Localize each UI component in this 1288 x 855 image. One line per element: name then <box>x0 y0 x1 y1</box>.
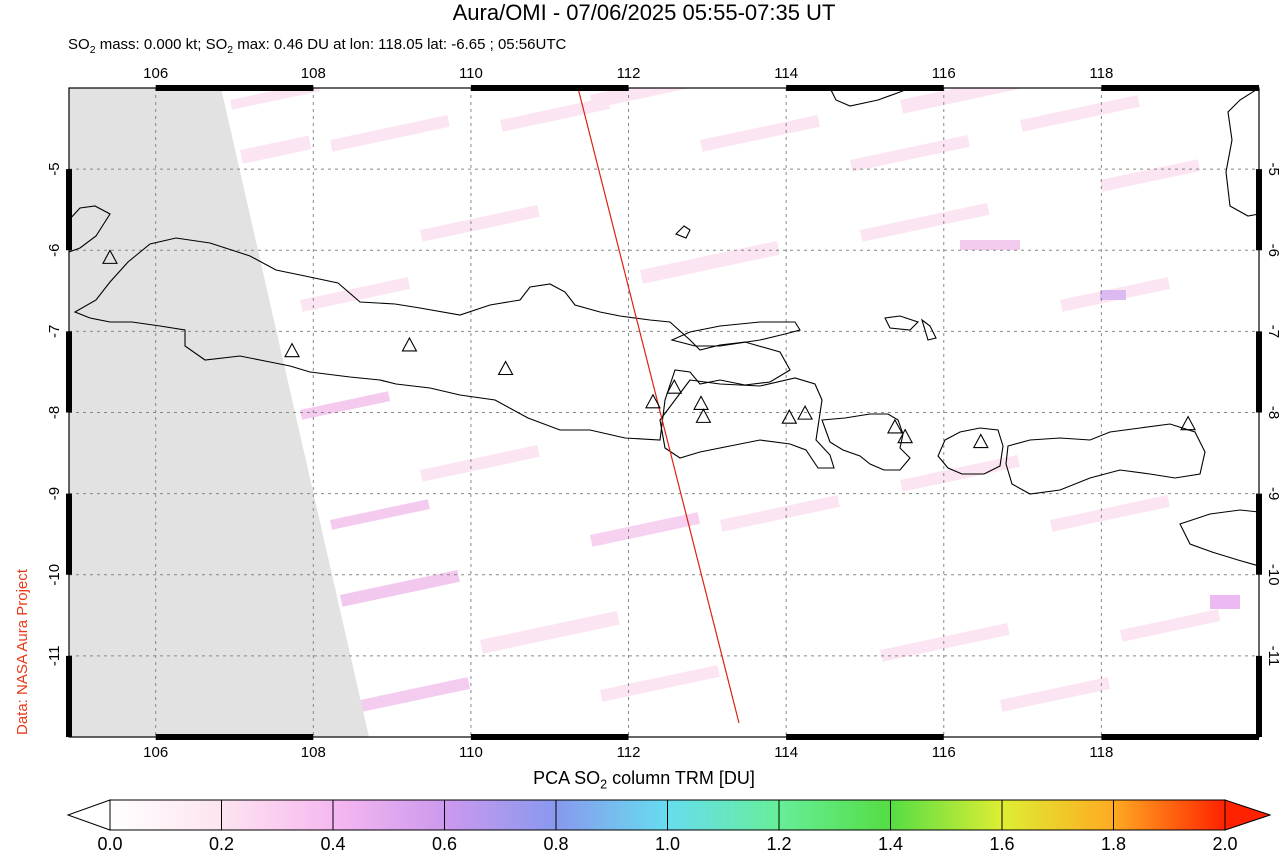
lat-tick-label-right: -6 <box>1265 244 1282 257</box>
frame-ladder-top <box>786 85 944 91</box>
lon-tick-label-top: 114 <box>774 65 798 82</box>
triangle-icon <box>972 433 989 449</box>
lat-tick-label-left: -7 <box>46 325 63 338</box>
sumbawa-coastline <box>1005 423 1206 495</box>
bali-west-coastline <box>920 318 937 341</box>
east-java-coastline <box>659 377 835 469</box>
axis-labels: 106 106 108 108 110 110 112 112 114 114 116 116 118 1… <box>46 65 1282 761</box>
colorbar-label: PCA SO2 column TRM [DU] <box>533 768 755 792</box>
kalimantan-south-coastline <box>829 88 911 107</box>
lon-tick-label-top: 118 <box>1089 65 1113 82</box>
frame-ladder-bottom <box>155 734 314 740</box>
lat-tick-label-right: -7 <box>1265 325 1282 338</box>
sumatra-tip-coastline <box>69 205 111 253</box>
lat-tick-label-left: -8 <box>46 406 63 419</box>
lat-tick-label-left: -10 <box>46 564 63 586</box>
lat-tick-label-left: -5 <box>46 162 63 175</box>
frame-ladder-top <box>1101 85 1259 91</box>
frame-ladder-left <box>66 169 72 251</box>
triangle-icon <box>666 379 683 394</box>
lon-tick-label-bottom: 116 <box>932 744 956 761</box>
colorbar-under-arrow <box>66 799 111 831</box>
map-subtitle: SO2 mass: 0.000 kt; SO2 max: 0.46 DU at … <box>68 36 567 56</box>
lon-tick-label-top: 116 <box>932 65 956 82</box>
borneo-coastline <box>1225 88 1259 217</box>
frame-ladder-left <box>66 493 72 575</box>
lon-tick-label-top: 108 <box>301 65 326 82</box>
volcano-markers <box>102 249 1196 449</box>
triangle-icon <box>401 336 418 352</box>
lon-tick-label-top: 106 <box>143 65 168 82</box>
frame-ladder-top <box>155 85 314 91</box>
frame-ladder <box>66 85 1262 740</box>
frame-ladder-bottom <box>470 734 629 740</box>
colorbar-ticks <box>109 800 1226 830</box>
lon-tick-label-bottom: 114 <box>774 744 798 761</box>
frame-ladder-right <box>1256 493 1262 575</box>
colorbar-tick-label: 1.8 <box>1100 834 1127 854</box>
colorbar-tick-label: 2.0 <box>1212 834 1238 854</box>
colorbar-tick-label: 1.2 <box>766 834 792 854</box>
colorbar-tick-label: 0.2 <box>208 834 235 854</box>
triangle-icon <box>797 404 813 420</box>
lat-tick-label-left: -6 <box>46 244 63 257</box>
triangle-icon <box>497 360 514 376</box>
colorbar-tick-label: 1.6 <box>989 834 1015 854</box>
lon-tick-label-bottom: 118 <box>1089 744 1113 761</box>
lon-tick-label-top: 110 <box>459 65 483 82</box>
frame-ladder-bottom <box>786 734 944 740</box>
lat-tick-label-right: -5 <box>1265 162 1282 175</box>
lon-tick-label-bottom: 108 <box>301 744 326 761</box>
colorbar-tick-label: 0.8 <box>543 834 569 854</box>
colorbar-over-arrow <box>1224 799 1272 831</box>
frame-ladder-left <box>66 331 72 413</box>
lat-tick-label-right: -9 <box>1265 487 1282 500</box>
frame-ladder-top <box>470 85 629 91</box>
java-coastline <box>73 237 791 441</box>
bali-coastline <box>821 413 911 471</box>
frame-ladder-right <box>1256 169 1262 251</box>
lat-tick-label-left: -11 <box>46 646 63 667</box>
colorbar-tick-label: 0.4 <box>320 834 346 854</box>
colorbar <box>66 799 1272 831</box>
triangle-icon <box>897 428 914 444</box>
sumba-coastline <box>1179 509 1259 567</box>
map-title: Aura/OMI - 07/06/2025 05:55-07:35 UT <box>452 0 836 25</box>
frame-ladder-bottom <box>1101 734 1259 740</box>
colorbar-tick-label: 0.0 <box>97 834 123 854</box>
lombok-coastline <box>937 427 1004 475</box>
triangle-icon <box>693 395 709 410</box>
frame-ladder-left <box>66 655 72 737</box>
kangean-coastline <box>884 315 920 331</box>
triangle-icon <box>645 393 661 409</box>
lon-tick-label-top: 112 <box>617 65 641 82</box>
frame-ladder-right <box>1256 331 1262 413</box>
so2-swath-field <box>230 88 1240 712</box>
triangle-icon <box>781 409 798 424</box>
colorbar-tick-label: 1.4 <box>877 834 904 854</box>
lon-tick-label-bottom: 112 <box>617 744 641 761</box>
lat-tick-label-right: -10 <box>1265 564 1282 586</box>
colorbar-tick-label: 1.0 <box>654 834 681 854</box>
triangle-icon <box>102 249 118 264</box>
frame-ladder-right <box>1256 655 1262 737</box>
triangle-icon <box>284 342 300 358</box>
triangle-icon <box>1180 415 1196 431</box>
lat-tick-label-right: -11 <box>1265 646 1282 667</box>
lat-tick-label-left: -9 <box>46 487 63 500</box>
colorbar-tick-label: 0.6 <box>431 834 458 854</box>
coastlines <box>69 88 1259 567</box>
data-credit: Data: NASA Aura Project <box>14 569 31 735</box>
graticule <box>69 88 1259 737</box>
lon-tick-label-bottom: 106 <box>143 744 168 761</box>
lon-tick-label-bottom: 110 <box>459 744 483 761</box>
madura-coastline <box>670 321 801 347</box>
bawean-coastline <box>675 225 691 239</box>
triangle-icon <box>695 408 712 423</box>
lat-tick-label-right: -8 <box>1265 406 1282 419</box>
triangle-icon <box>886 418 903 434</box>
